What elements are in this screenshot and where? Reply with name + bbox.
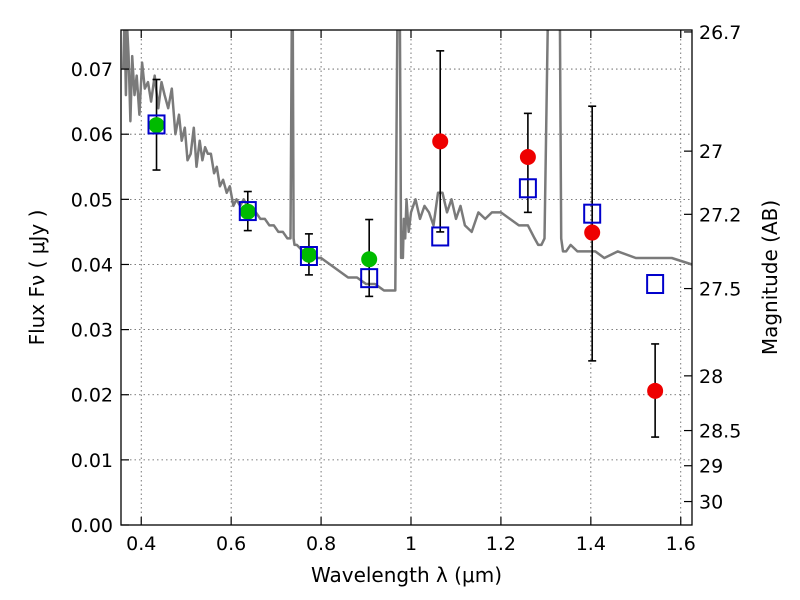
right-tick-label: 27 [699,141,723,163]
red-point [647,382,664,399]
model-square [299,246,318,267]
x-tick-label: 0.8 [306,533,336,555]
right-tick-label: 28 [699,366,723,388]
y-tick-label: 0.06 [71,124,113,146]
model-square [360,268,379,289]
template-spectrum-line [121,30,692,292]
model-square [238,201,257,222]
right-axis-label: Magnitude (AB) [758,200,782,355]
red-point [519,149,536,166]
y-tick-label: 0.00 [71,515,113,537]
plot-frame [120,29,693,526]
y-tick-label: 0.04 [71,254,113,276]
y-tick-label: 0.02 [71,385,113,407]
x-tick-label: 1.4 [576,533,606,555]
axis-ticks: 0.4 0.6 0.8 1 1.2 1.4 1.6 0.00 0.01 0.02 0.03 0.04 0… [71,22,742,555]
green-point [361,251,378,268]
y-axis-label: Flux Fν ( μJy ) [25,210,49,346]
x-tick-label: 1.6 [666,533,696,555]
y-tick-label: 0.01 [71,450,113,472]
right-tick-label: 29 [699,456,723,478]
x-tick-label: 1.2 [486,533,516,555]
green-point [300,246,317,263]
model-square [147,114,166,135]
model-square [431,226,450,247]
green-point [148,117,165,134]
model-square [518,178,537,199]
photometry-points [147,50,665,438]
green-point [239,203,256,220]
y-tick-label: 0.07 [71,59,113,81]
model-square [646,274,665,295]
y-tick-label: 0.05 [71,189,113,211]
x-tick-label: 0.4 [126,533,156,555]
right-tick-label: 27.2 [699,204,741,226]
red-point [584,224,601,241]
model-square [583,203,602,224]
right-tick-label: 28.5 [699,421,741,443]
template-spectrum [121,30,692,292]
red-point [432,133,449,150]
y-tick-label: 0.03 [71,320,113,342]
right-tick-label: 30 [699,492,723,514]
x-tick-label: 0.6 [216,533,246,555]
grid-lines [121,30,692,525]
x-axis-label: Wavelength λ (μm) [311,563,502,587]
x-tick-label: 1 [405,533,417,555]
right-tick-label: 27.5 [699,279,741,301]
right-tick-label: 26.7 [699,22,741,44]
